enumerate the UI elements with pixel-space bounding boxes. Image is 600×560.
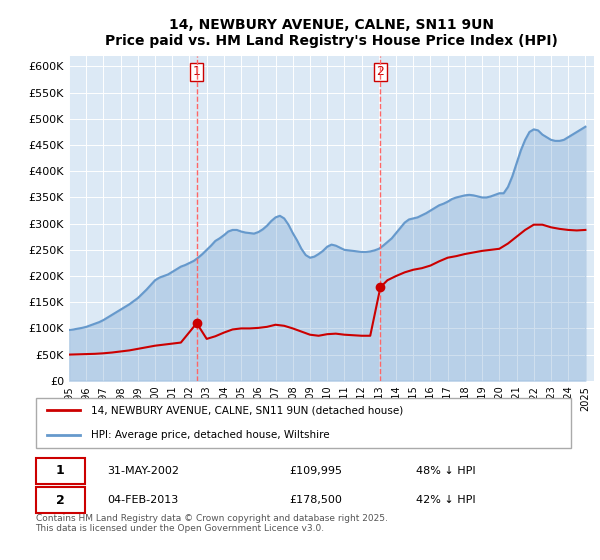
Title: 14, NEWBURY AVENUE, CALNE, SN11 9UN
Price paid vs. HM Land Registry's House Pric: 14, NEWBURY AVENUE, CALNE, SN11 9UN Pric… [105,18,558,48]
Text: 42% ↓ HPI: 42% ↓ HPI [416,495,476,505]
Text: 2: 2 [56,494,65,507]
Text: 48% ↓ HPI: 48% ↓ HPI [416,466,476,476]
FancyBboxPatch shape [35,458,85,484]
Text: 31-MAY-2002: 31-MAY-2002 [107,466,179,476]
Text: £109,995: £109,995 [289,466,343,476]
FancyBboxPatch shape [35,398,571,448]
Text: 14, NEWBURY AVENUE, CALNE, SN11 9UN (detached house): 14, NEWBURY AVENUE, CALNE, SN11 9UN (det… [91,405,403,416]
Text: 2: 2 [376,65,385,78]
Text: 1: 1 [56,464,65,477]
Text: Contains HM Land Registry data © Crown copyright and database right 2025.
This d: Contains HM Land Registry data © Crown c… [35,514,388,533]
Text: HPI: Average price, detached house, Wiltshire: HPI: Average price, detached house, Wilt… [91,430,329,440]
Text: 04-FEB-2013: 04-FEB-2013 [107,495,179,505]
FancyBboxPatch shape [35,487,85,514]
Text: £178,500: £178,500 [289,495,343,505]
Text: 1: 1 [193,65,200,78]
